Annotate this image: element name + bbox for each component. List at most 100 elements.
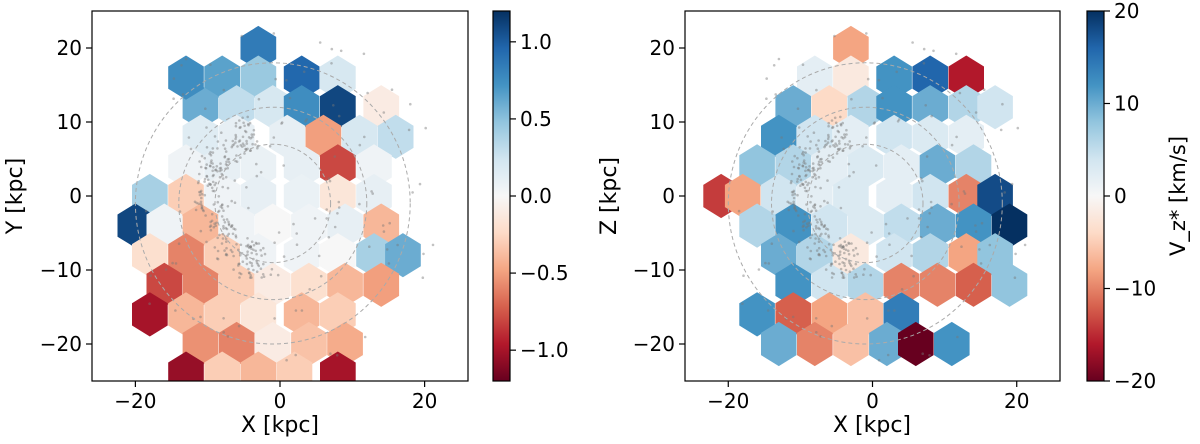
left-scatter-point (252, 248, 255, 252)
left-scatter-point (371, 192, 375, 195)
right-scatter-point (817, 160, 821, 164)
right-scatter-point (835, 144, 839, 147)
left-scatter-point (255, 270, 259, 274)
left-scatter-point (241, 145, 244, 148)
left-scatter-point (177, 242, 181, 245)
left-scatter-point (201, 208, 205, 212)
right-scatter-point (839, 122, 843, 126)
left-scatter-point (222, 331, 225, 334)
right-scatter-point (792, 191, 795, 194)
right-scatter-point (796, 166, 800, 170)
right-scatter-point (826, 228, 830, 231)
left-scatter-point (225, 218, 229, 221)
right-scatter-point (816, 147, 820, 150)
right-scatter-point (802, 228, 805, 232)
right-scatter-point (817, 240, 821, 243)
right-scatter-point (770, 242, 774, 245)
right-scatter-point (796, 180, 799, 183)
right-ytick-label: 20 (650, 36, 675, 60)
left-scatter-point (318, 41, 322, 44)
left-scatter-point (232, 143, 236, 146)
right-scatter-point (780, 136, 783, 139)
left-scatter-point (203, 156, 206, 160)
right-scatter-point (861, 144, 864, 148)
right-scatter-point (792, 202, 796, 206)
right-scatter-point (958, 91, 962, 95)
right-scatter-point (824, 254, 828, 258)
right-scatter-point (814, 185, 817, 189)
left-scatter-point (337, 206, 341, 209)
right-scatter-point (830, 276, 834, 279)
right-scatter-point (950, 143, 954, 147)
left-radius-rings (134, 62, 411, 345)
left-colorbar-label: Z [kpc] (597, 157, 622, 235)
left-scatter-point (222, 218, 226, 222)
left-scatter-point (231, 232, 235, 236)
left-scatter-point (214, 224, 217, 227)
left-scatter-point (213, 222, 216, 225)
left-scatter-point (246, 237, 249, 240)
right-scatter-point (839, 243, 843, 247)
right-scatter-point (824, 268, 828, 271)
left-scatter-point (358, 143, 362, 147)
right-scatter-point (906, 217, 909, 220)
left-scatter-point (239, 272, 243, 276)
right-scatter-point (839, 123, 843, 127)
right-scatter-point (844, 268, 848, 272)
right-scatter-point (811, 169, 814, 173)
right-scatter-point (831, 254, 835, 257)
right-scatter-point (840, 271, 844, 275)
right-scatter-point (801, 164, 804, 167)
left-scatter-point (174, 309, 177, 312)
left-scatter-point (216, 257, 220, 261)
right-scatter-point (1010, 182, 1014, 186)
right-scatter-point (827, 243, 831, 246)
right-scatter-point (922, 47, 926, 51)
left-scatter-point (210, 186, 214, 190)
right-hex-cell (739, 203, 775, 248)
left-scatter-point (204, 166, 207, 170)
left-scatter-point (250, 264, 254, 268)
right-hex-cell (955, 262, 992, 307)
left-hex-cell (240, 25, 277, 71)
right-scatter-point (816, 155, 819, 158)
left-scatter-point (212, 166, 215, 169)
right-scatter-point (787, 208, 791, 212)
right-scatter-point (833, 34, 836, 38)
right-scatter-point (838, 253, 842, 256)
right-scatter-point (790, 179, 793, 183)
left-scatter-point (239, 243, 243, 247)
right-scatter-point (838, 142, 841, 145)
left-scatter-point (282, 255, 286, 258)
right-scatter-point (790, 190, 794, 194)
left-scatter-point (277, 231, 281, 234)
right-scatter-point (843, 142, 847, 146)
left-scatter-point (285, 78, 288, 82)
right-scatter-point (796, 177, 799, 181)
right-scatter-point (928, 212, 931, 215)
right-scatter-point (807, 168, 810, 171)
left-scatter-point (254, 249, 257, 253)
right-scatter-point (801, 150, 805, 154)
right-scatter-point (950, 202, 953, 206)
right-scatter-point (826, 201, 829, 204)
right-scatter-point (834, 260, 837, 264)
right-scatter-point (824, 144, 827, 147)
right-scatter-point (808, 257, 812, 260)
left-scatter-point (200, 206, 204, 210)
left-scatter-point (218, 233, 221, 237)
right-scatter-point (827, 124, 830, 128)
left-scatter-point (230, 224, 234, 227)
right-scatter-point (1016, 126, 1020, 130)
right-scatter-point (881, 96, 884, 100)
right-scatter-point (962, 190, 966, 193)
left-scatter-point (231, 139, 235, 143)
right-scatter-point (834, 135, 837, 139)
right-scatter-point (812, 168, 816, 172)
left-scatter-point (144, 209, 148, 213)
right-scatter-point (789, 181, 793, 185)
left-scatter-point (335, 354, 339, 357)
right-scatter-point (877, 358, 881, 362)
right-colorbar-tick-label: −10 (1114, 277, 1156, 301)
right-scatter-point (928, 354, 931, 357)
